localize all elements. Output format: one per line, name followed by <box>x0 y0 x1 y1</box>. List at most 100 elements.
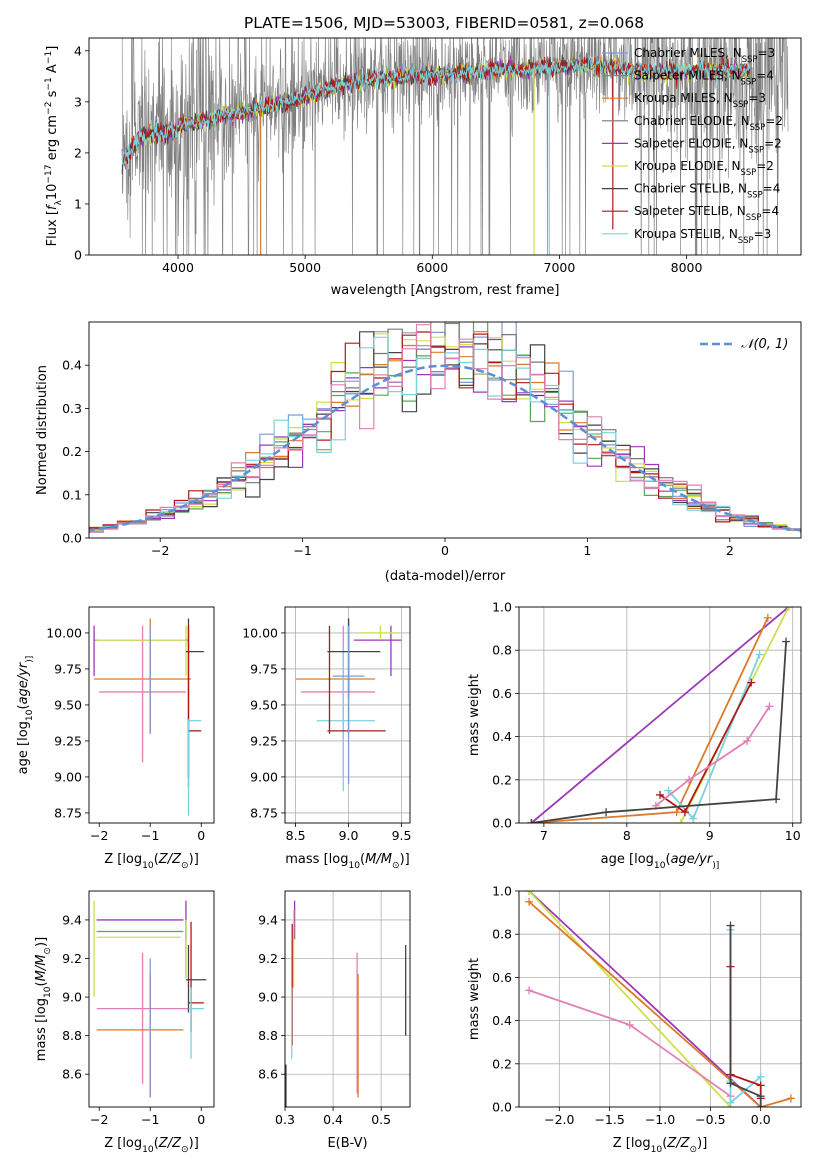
chart-weight-vs-z: −2.0 −1.5 −1.0 −0.5 0.0 0.0 0.2 0.4 0.6 0.8 1.0 Z [… <box>467 884 802 1155</box>
plot-area <box>519 607 801 823</box>
legend-label: 𝒩(0, 1) <box>741 337 788 352</box>
axes-frame <box>88 37 802 256</box>
chart-residual-hist: −2 −1 0 1 2 0.0 0.1 0.2 0.3 0.4 (data-model)/error… <box>35 321 802 584</box>
axes-frame <box>88 890 215 1108</box>
x-tick-label: 0 <box>441 543 449 558</box>
model-kroupa_stelib-line <box>121 55 751 165</box>
hist-pink-step <box>89 324 801 533</box>
legend-label: Kroupa MILES, NSSP=3 <box>634 91 766 109</box>
plot-area <box>93 900 207 1098</box>
y-tick-label: 0.4 <box>492 1013 512 1028</box>
y-tick-label: 0.3 <box>62 401 82 416</box>
spectrum-data-line <box>121 38 789 255</box>
x-tick-label: −1 <box>293 543 311 558</box>
x-tick-label: −2.0 <box>544 1112 574 1127</box>
y-tick-label: 1.0 <box>492 884 512 899</box>
y-tick-label: 2 <box>74 145 82 160</box>
x-axis-label: Z [log10(Z/Z⊙)] <box>104 852 199 871</box>
x-tick-label: 2 <box>726 543 734 558</box>
y-tick-label: 9.4 <box>258 912 278 927</box>
y-tick-label: 0.2 <box>62 444 82 459</box>
axes-frame <box>88 606 215 824</box>
weight-salpeter_elodie-line <box>530 607 790 823</box>
x-tick-label: 6000 <box>416 260 448 275</box>
x-axis-label: E(B-V) <box>327 1136 367 1151</box>
y-tick-label: 8.75 <box>54 805 82 820</box>
x-tick-label: 0.0 <box>751 1112 771 1127</box>
x-tick-label: 0.4 <box>323 1112 343 1127</box>
chart-spectrum: 4000 5000 6000 7000 8000 0 1 2 3 4 wavelength [Ang… <box>44 37 802 298</box>
y-tick-label: 0.0 <box>492 1100 512 1115</box>
chart-mass-vs-ebv: 0.3 0.4 0.5 8.6 8.8 9.0 9.2 9.4 E(B-V) <box>258 890 411 1151</box>
legend-label: Chabrier STELIB, NSSP=4 <box>634 182 780 200</box>
x-tick-label: −2 <box>151 543 169 558</box>
x-tick-label: 8.5 <box>286 828 306 843</box>
legend-label: Salpeter MILES, NSSP=4 <box>634 69 774 87</box>
y-axis-label: mass weight <box>467 958 482 1040</box>
y-tick-label: 9.00 <box>54 769 82 784</box>
y-tick-label: 9.2 <box>62 951 82 966</box>
x-axis-label: Z [log10(Z/Z⊙)] <box>613 1136 708 1155</box>
x-tick-label: 0.3 <box>275 1112 295 1127</box>
plot-area <box>121 38 789 255</box>
x-tick-label: 0.5 <box>371 1112 391 1127</box>
weight-pink-line <box>655 705 771 807</box>
legend-label: Kroupa STELIB, NSSP=3 <box>634 227 771 245</box>
x-tick-label: −1.0 <box>645 1112 675 1127</box>
y-tick-label: 8.6 <box>62 1067 82 1082</box>
plot-area <box>93 618 204 816</box>
x-tick-label: 7 <box>540 828 548 843</box>
plot-area <box>519 891 801 1107</box>
weight-kroupa_miles-line <box>528 901 792 1107</box>
y-tick-label: 9.75 <box>250 661 278 676</box>
axes-frame <box>88 321 802 539</box>
weight-salpeter_elodie-line <box>528 891 762 1107</box>
x-tick-label: 9 <box>706 828 714 843</box>
y-tick-label: 0.4 <box>62 358 82 373</box>
y-tick-label: 0.2 <box>492 772 512 787</box>
y-tick-label: 0 <box>74 248 82 263</box>
x-tick-label: 8000 <box>671 260 703 275</box>
chart-weight-vs-age: 7 8 9 10 0.0 0.2 0.4 0.6 0.8 1.0 age [log10(age/yr… <box>467 600 802 871</box>
legend-label: Kroupa ELODIE, NSSP=2 <box>634 159 774 177</box>
y-tick-label: 9.4 <box>62 912 82 927</box>
y-axis-label: Normed distribution <box>35 365 50 495</box>
axes-frame <box>518 890 802 1108</box>
legend-label: Salpeter ELODIE, NSSP=2 <box>634 136 782 154</box>
gaussian-curve <box>89 364 801 532</box>
weight-chabrier_stelib-line <box>729 925 762 1107</box>
legend-label: Salpeter STELIB, NSSP=4 <box>634 204 779 222</box>
y-tick-label: 0.6 <box>492 686 512 701</box>
y-tick-label: 1.0 <box>492 600 512 615</box>
x-axis-label: Z [log10(Z/Z⊙)] <box>104 1136 199 1155</box>
y-tick-label: 0.8 <box>492 927 512 942</box>
axes-frame <box>284 606 411 824</box>
weight-chabrier_stelib-line <box>531 641 787 823</box>
y-axis-label: mass [log10(M/M⊙)] <box>34 937 53 1061</box>
weight-salpeter_stelib-line <box>729 966 762 1099</box>
y-tick-label: 0.0 <box>492 816 512 831</box>
y-tick-label: 4 <box>74 43 82 58</box>
y-tick-label: 9.25 <box>250 733 278 748</box>
y-tick-label: 10.00 <box>242 625 278 640</box>
y-tick-label: 0.8 <box>492 643 512 658</box>
plot-area <box>89 322 801 535</box>
y-tick-label: 1 <box>74 196 82 211</box>
x-axis-label: wavelength [Angstrom, rest frame] <box>331 283 560 298</box>
y-tick-label: 8.8 <box>62 1028 82 1043</box>
legend: Chabrier MILES, NSSP=3 Salpeter MILES, NS… <box>602 46 783 245</box>
x-tick-label: 8 <box>623 828 631 843</box>
y-axis-label: Flux [fλ10−17 erg cm−2 s−1 A−1] <box>44 46 64 247</box>
plot-area <box>285 891 410 1107</box>
legend-label: Chabrier ELODIE, NSSP=2 <box>634 114 783 132</box>
x-tick-label: 9.5 <box>392 828 412 843</box>
y-tick-label: 0.2 <box>492 1056 512 1071</box>
hist-salpeter_stelib-step <box>89 331 801 535</box>
figure-title: PLATE=1506, MJD=53003, FIBERID=0581, z=0… <box>244 14 644 32</box>
y-tick-label: 9.50 <box>250 697 278 712</box>
x-tick-label: −1 <box>141 1112 159 1127</box>
legend-label: Chabrier MILES, NSSP=3 <box>634 46 775 64</box>
y-tick-label: 8.75 <box>250 805 278 820</box>
chart-age-vs-mass: 8.5 9.0 9.5 8.75 9.00 9.25 9.50 9.75 10.00 mass [… <box>242 606 412 871</box>
